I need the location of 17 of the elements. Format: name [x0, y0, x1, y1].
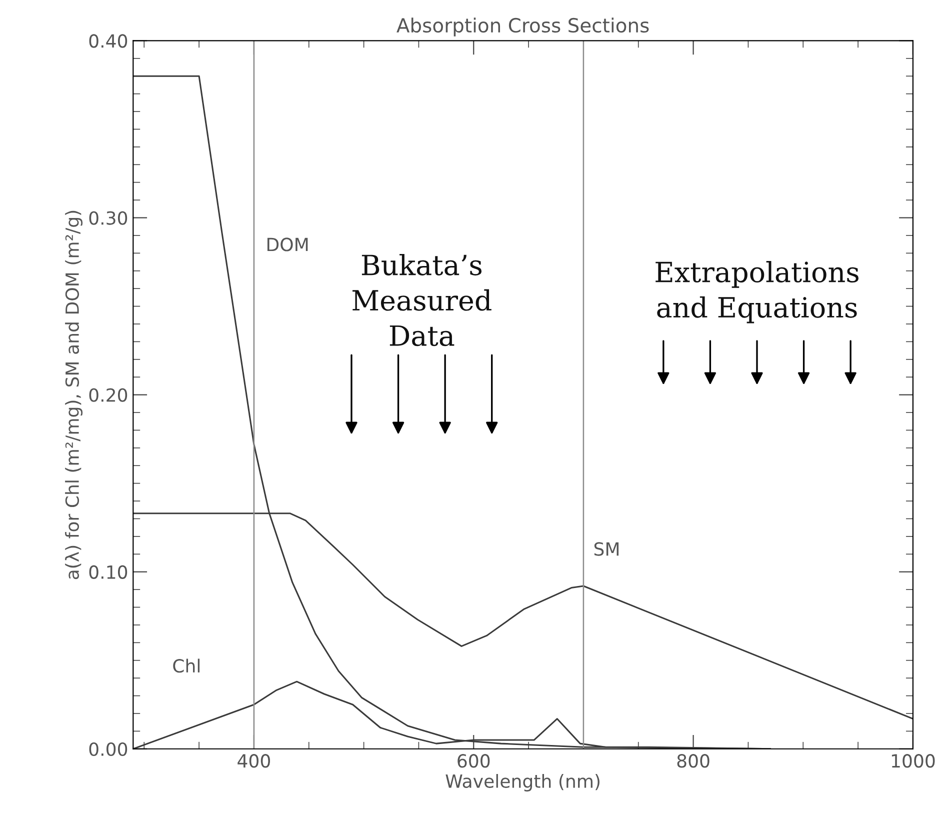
y-tick-label: 0.40	[89, 34, 128, 48]
x-axis-title: Wavelength (nm)	[446, 774, 600, 792]
y-tick-label: 0.10	[89, 565, 128, 579]
y-axis-title: a(λ) for Chl (m²/mg), SM and DOM (m²/g)	[65, 210, 83, 580]
x-tick-label: 1000	[892, 754, 935, 768]
y-tick-label: 0.20	[89, 388, 128, 402]
annotation: Bukata’s Measured Data	[352, 254, 492, 346]
annotation: DOM	[267, 238, 308, 252]
annotation: SM	[594, 542, 619, 556]
y-tick-label: 0.30	[89, 211, 128, 225]
annotation: Chl	[173, 658, 200, 673]
y-tick-label: 0.00	[89, 742, 128, 756]
x-tick-label: 600	[458, 754, 490, 768]
x-tick-label: 400	[238, 754, 270, 768]
chart-title: Absorption Cross Sections	[396, 18, 649, 36]
annotation: Extrapolations and Equations	[656, 261, 858, 324]
x-tick-label: 800	[677, 754, 710, 768]
